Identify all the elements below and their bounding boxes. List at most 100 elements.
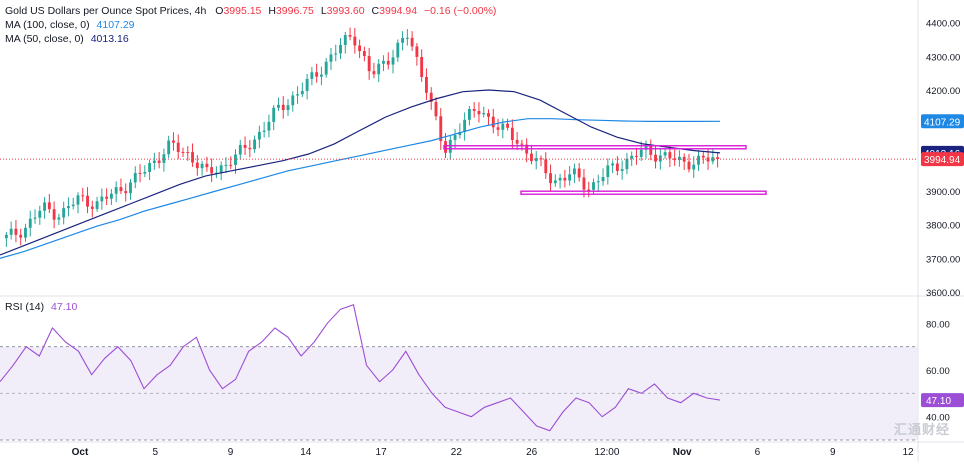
candle-body	[620, 169, 624, 171]
candle-body	[57, 217, 61, 220]
ma100-line	[0, 118, 721, 259]
candle-body	[601, 177, 605, 182]
x-tick-label: 26	[526, 447, 538, 458]
candle-body	[491, 116, 495, 128]
candle-body	[38, 210, 42, 218]
candle-body	[472, 109, 476, 111]
legend-l-key: L	[320, 5, 327, 17]
candle-body	[43, 202, 47, 211]
candle-body	[367, 56, 371, 72]
legend-rsi-label: RSI (14)	[5, 301, 45, 313]
candle-body	[262, 130, 266, 132]
rsi-y-tick-label: 40.00	[926, 413, 950, 424]
candle-body	[439, 116, 443, 142]
candle-body	[105, 196, 109, 199]
rsi-line	[0, 303, 721, 432]
candle-body	[119, 187, 123, 192]
candle-body	[577, 168, 581, 178]
candle-body	[568, 174, 572, 181]
candle-body	[534, 158, 538, 162]
candle-body	[272, 107, 276, 122]
candle-body	[310, 72, 314, 79]
candle-body	[191, 152, 194, 163]
legend-ma100: MA (100, close, 0) 4107.29	[5, 18, 135, 32]
candle-body	[348, 35, 352, 37]
candle-body	[358, 45, 362, 52]
candle-body	[701, 155, 705, 158]
candle-body	[515, 139, 519, 144]
candle-body	[24, 227, 27, 238]
candle-body	[658, 155, 662, 162]
legend-rsi: RSI (14) 47.10	[5, 300, 77, 314]
candle-body	[267, 121, 271, 131]
candle-body	[181, 151, 185, 153]
candle-body	[510, 127, 514, 140]
candle-body	[195, 162, 199, 169]
x-tick-label: 12	[902, 447, 914, 458]
candle-body	[334, 53, 338, 55]
candle-body	[506, 123, 510, 128]
y-tick-label: 3800.00	[926, 221, 960, 232]
candle-body	[434, 101, 438, 117]
candle-body	[19, 234, 23, 238]
candle-body	[592, 182, 595, 190]
candle-body	[396, 42, 400, 58]
candle-body	[401, 37, 405, 43]
candle-body	[467, 109, 471, 120]
candle-body	[219, 165, 223, 173]
candle-body	[95, 201, 99, 209]
candle-body	[429, 92, 433, 102]
candle-body	[625, 158, 629, 170]
candle-body	[114, 187, 118, 194]
candle-body	[587, 189, 591, 191]
candle-body	[649, 145, 653, 155]
candle-body	[277, 104, 280, 108]
legend-c-value: 3994.94	[379, 5, 418, 17]
candle-body	[152, 160, 156, 163]
candle-body	[133, 172, 137, 183]
candle-body	[716, 157, 720, 160]
candle-body	[124, 191, 128, 194]
ma100-badge: 4107.29	[924, 117, 961, 128]
x-tick-label: Nov	[673, 447, 692, 458]
candle-body	[257, 131, 261, 140]
candle-body	[711, 157, 715, 162]
candle-body	[157, 160, 161, 163]
candle-body	[343, 35, 347, 45]
candle-body	[286, 105, 290, 111]
candle-body	[377, 63, 381, 75]
candle-body	[382, 60, 385, 64]
candle-body	[544, 159, 548, 174]
x-tick-label: 22	[451, 447, 463, 458]
candle-body	[372, 71, 376, 75]
legend-l-value: 3993.60	[326, 5, 365, 17]
candle-body	[281, 104, 285, 111]
candle-body	[362, 51, 366, 57]
candle-body	[606, 165, 610, 178]
candle-body	[172, 140, 175, 143]
rsi-y-tick-label: 60.00	[926, 366, 950, 377]
candle-body	[639, 149, 643, 157]
legend-ma50: MA (50, close, 0) 4013.16	[5, 32, 129, 46]
x-tick-label: 9	[228, 447, 234, 458]
y-tick-label: 4400.00	[926, 19, 960, 30]
candle-body	[109, 193, 113, 199]
candle-body	[677, 156, 681, 161]
y-tick-label: 3600.00	[926, 288, 960, 299]
candle-body	[477, 110, 481, 115]
candle-body	[143, 171, 147, 174]
legend-ma50-value: 4013.16	[90, 33, 129, 45]
x-tick-label: Oct	[72, 447, 89, 458]
last-price-badge-bg	[921, 152, 964, 167]
rsi-badge-bg	[921, 393, 964, 408]
candle-body	[162, 154, 166, 163]
legend-o-value: 3995.15	[223, 5, 262, 17]
candle-body	[425, 76, 428, 93]
legend-rsi-value: 47.10	[51, 301, 78, 313]
candle-body	[234, 154, 237, 166]
candle-body	[697, 155, 700, 165]
candle-body	[76, 195, 80, 205]
legend-h-value: 3996.75	[275, 5, 314, 17]
legend-h-key: H	[268, 5, 276, 17]
